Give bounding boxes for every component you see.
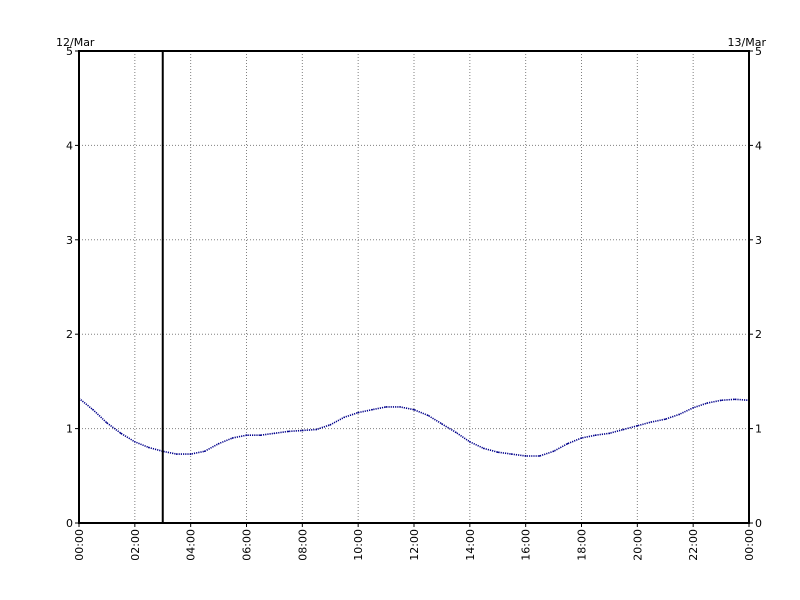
series-point — [427, 414, 429, 417]
series-point — [399, 406, 401, 408]
series-point — [720, 399, 722, 402]
series-point — [636, 424, 639, 427]
series-point — [469, 441, 471, 443]
series-point — [120, 432, 122, 435]
series-point — [538, 455, 541, 457]
series-point — [329, 424, 332, 426]
series-point — [524, 455, 527, 457]
x-tick-label: 22:00 — [687, 529, 700, 561]
series-point — [189, 453, 192, 455]
series-point — [510, 453, 513, 455]
series-point — [608, 432, 611, 435]
y-tick-label-right: 4 — [755, 139, 762, 152]
y-tick-label-left: 3 — [66, 234, 73, 247]
series-point — [706, 402, 708, 404]
y-tick-label-right: 1 — [755, 423, 762, 436]
series-point — [622, 428, 625, 431]
series-point — [678, 413, 681, 416]
series-point — [734, 398, 736, 401]
x-tick-label: 16:00 — [520, 529, 533, 561]
series-point — [413, 408, 415, 411]
series-point — [664, 418, 667, 420]
series-point — [455, 431, 457, 434]
x-tick-label: 20:00 — [631, 529, 644, 561]
series-point — [496, 451, 499, 454]
y-tick-label-right: 0 — [755, 517, 762, 530]
grid-lines — [79, 51, 749, 523]
series-point — [315, 428, 318, 431]
plot-frame — [78, 50, 750, 524]
series-point — [231, 437, 234, 439]
y-tick-label-left: 2 — [66, 328, 73, 341]
x-tick-label: 04:00 — [185, 529, 198, 561]
x-tick-label: 14:00 — [464, 529, 477, 561]
series-point — [566, 442, 569, 445]
x-tick-label: 06:00 — [241, 529, 254, 561]
series-point — [552, 450, 555, 453]
series-point — [217, 442, 220, 445]
series-point — [106, 422, 108, 424]
series-point — [259, 434, 262, 437]
y-tick-label-right: 2 — [755, 328, 762, 341]
x-tick-label: 00:00 — [743, 529, 756, 561]
series-point — [385, 406, 387, 408]
series-point — [343, 416, 346, 419]
series-point — [273, 432, 276, 435]
series-point — [371, 408, 373, 411]
y-tick-label-left: 4 — [66, 139, 73, 152]
x-tick-label: 08:00 — [296, 529, 309, 561]
series-point — [245, 434, 248, 437]
series-point — [134, 441, 136, 443]
series-point — [580, 437, 583, 439]
series-point — [650, 421, 653, 423]
series-point — [301, 429, 304, 432]
date-label-right: 13/Mar — [728, 36, 767, 49]
y-tick-label-left: 1 — [66, 423, 73, 436]
series-point — [692, 407, 694, 409]
series-point — [175, 453, 178, 455]
series-point — [482, 447, 485, 450]
series-point — [92, 408, 94, 411]
series-point — [357, 411, 359, 414]
x-tick-label: 10:00 — [352, 529, 365, 561]
series-point — [203, 450, 206, 453]
x-tick-label: 12:00 — [408, 529, 421, 561]
series-point — [287, 430, 290, 433]
date-label-left: 12/Mar — [56, 36, 95, 49]
series-point — [441, 423, 443, 425]
x-tick-label: 00:00 — [73, 529, 86, 561]
y-tick-label-right: 5 — [755, 45, 762, 58]
tick-labels: 0 0 1 1 2 2 3 3 4 4 5 5 00:00 02:00 04:00 06:00 08:00 10:… — [66, 45, 762, 561]
x-tick-label: 18:00 — [576, 529, 589, 561]
series-point — [147, 446, 150, 449]
x-tick-label: 02:00 — [129, 529, 142, 561]
y-tick-label-right: 3 — [755, 234, 762, 247]
y-tick-label-left: 5 — [66, 45, 73, 58]
series-point — [594, 434, 597, 437]
y-tick-label-left: 0 — [66, 517, 73, 530]
